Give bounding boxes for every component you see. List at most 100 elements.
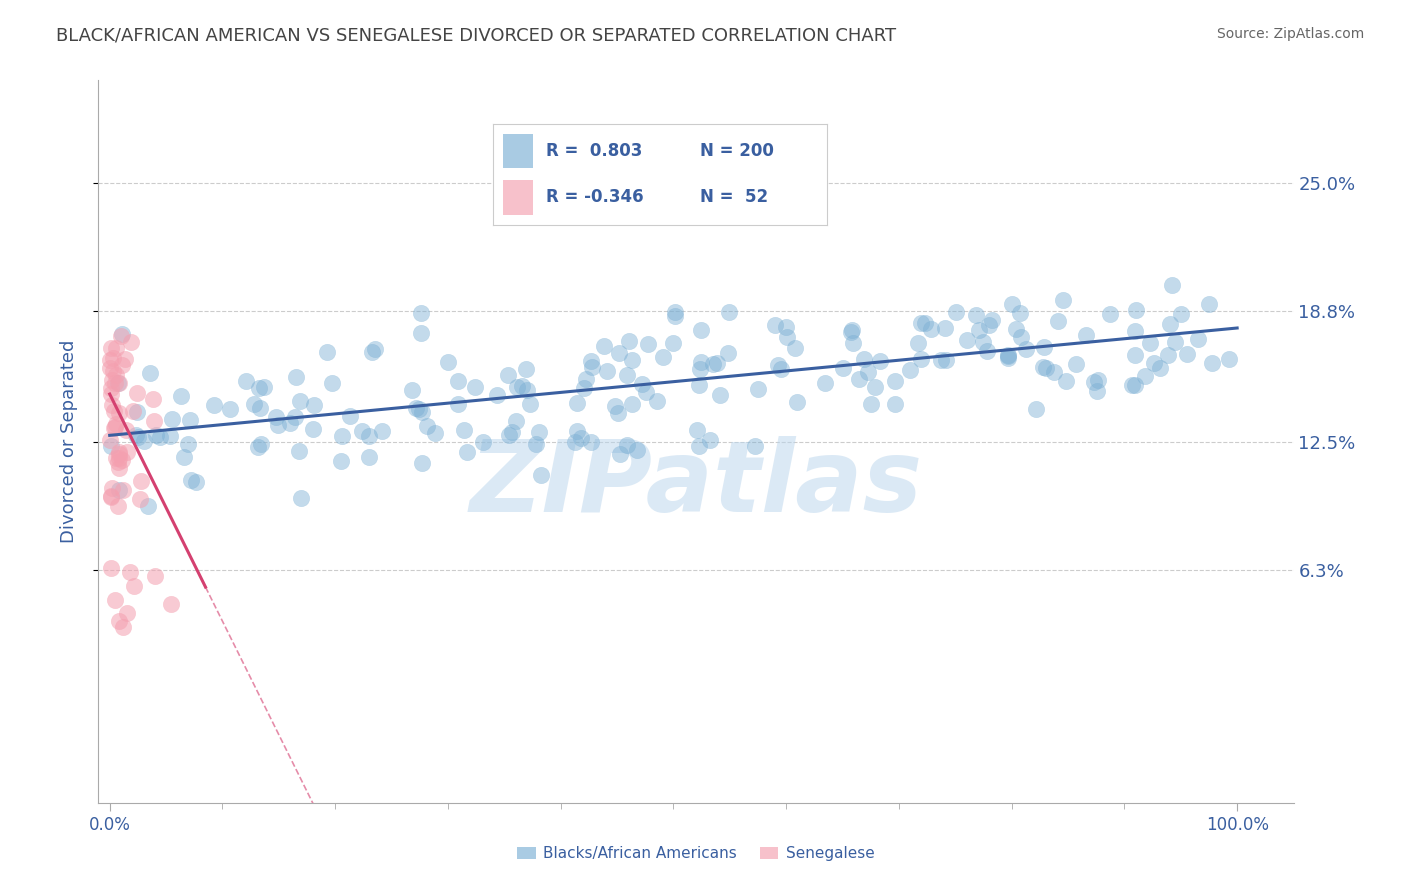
Point bbox=[690, 323, 713, 337]
Point bbox=[688, 439, 710, 453]
Point bbox=[564, 434, 586, 449]
Point bbox=[408, 402, 430, 417]
Point bbox=[706, 356, 728, 370]
Point bbox=[841, 323, 863, 337]
Point bbox=[616, 368, 638, 383]
Point bbox=[1198, 297, 1220, 311]
Point bbox=[122, 403, 145, 417]
Point bbox=[127, 430, 149, 444]
Point bbox=[107, 376, 129, 390]
Point bbox=[997, 349, 1019, 363]
Point bbox=[160, 597, 183, 611]
Point bbox=[124, 579, 146, 593]
Point bbox=[1159, 317, 1181, 331]
Point bbox=[267, 417, 290, 432]
Point bbox=[524, 437, 547, 451]
Point bbox=[246, 440, 269, 454]
Point bbox=[101, 351, 124, 365]
Point bbox=[107, 455, 129, 469]
Point bbox=[371, 424, 394, 438]
Point bbox=[945, 305, 967, 319]
Point bbox=[142, 414, 165, 428]
Point bbox=[143, 569, 166, 583]
Point bbox=[1001, 297, 1024, 311]
Point bbox=[1143, 356, 1166, 370]
Text: BLACK/AFRICAN AMERICAN VS SENEGALESE DIVORCED OR SEPARATED CORRELATION CHART: BLACK/AFRICAN AMERICAN VS SENEGALESE DIV… bbox=[56, 27, 897, 45]
Point bbox=[709, 388, 731, 402]
Point bbox=[1187, 333, 1209, 347]
Point bbox=[264, 410, 287, 425]
Point bbox=[104, 417, 127, 432]
Point bbox=[100, 439, 122, 453]
Point bbox=[1123, 347, 1146, 361]
Point bbox=[180, 473, 202, 487]
Point bbox=[607, 406, 630, 420]
Point bbox=[609, 346, 631, 360]
Point bbox=[401, 383, 423, 397]
Point bbox=[527, 425, 550, 439]
Point bbox=[98, 433, 121, 447]
Point bbox=[243, 397, 266, 411]
Point bbox=[104, 593, 127, 607]
Point bbox=[662, 335, 685, 350]
Point bbox=[100, 490, 122, 504]
Point bbox=[321, 376, 343, 390]
Point bbox=[910, 316, 932, 330]
Point bbox=[112, 483, 135, 498]
Point bbox=[914, 316, 936, 330]
Point bbox=[593, 339, 616, 353]
Point bbox=[839, 325, 862, 339]
Point bbox=[581, 360, 603, 375]
Point bbox=[702, 357, 724, 371]
Point bbox=[1121, 378, 1143, 392]
Point bbox=[516, 384, 538, 398]
Point bbox=[814, 376, 837, 390]
Point bbox=[997, 351, 1019, 365]
Point bbox=[637, 337, 659, 351]
Point bbox=[364, 342, 387, 356]
Point bbox=[290, 393, 312, 408]
Point bbox=[115, 424, 138, 438]
Point bbox=[1139, 336, 1161, 351]
Point bbox=[1064, 357, 1087, 371]
Point bbox=[1164, 334, 1187, 349]
Point bbox=[118, 565, 141, 579]
Point bbox=[972, 335, 994, 350]
Point bbox=[139, 366, 162, 380]
Legend: Blacks/African Americans, Senegalese: Blacks/African Americans, Senegalese bbox=[512, 840, 880, 867]
Point bbox=[776, 330, 799, 344]
Point bbox=[856, 365, 879, 379]
Point bbox=[129, 491, 152, 506]
Point bbox=[115, 445, 138, 459]
Point bbox=[664, 310, 686, 324]
Point bbox=[786, 394, 808, 409]
Point bbox=[202, 398, 225, 412]
Point bbox=[980, 312, 1002, 326]
Point bbox=[290, 491, 312, 505]
Point bbox=[506, 380, 529, 394]
Point bbox=[107, 376, 129, 391]
Point bbox=[149, 430, 172, 444]
Point bbox=[496, 368, 519, 383]
Point bbox=[129, 474, 152, 488]
Point bbox=[125, 405, 148, 419]
Point bbox=[253, 379, 276, 393]
Point bbox=[572, 381, 595, 395]
Point bbox=[852, 352, 875, 367]
Point bbox=[142, 392, 165, 406]
Point bbox=[110, 359, 132, 373]
Point bbox=[498, 427, 520, 442]
Point bbox=[107, 614, 129, 628]
Point bbox=[359, 429, 381, 443]
Point bbox=[1083, 376, 1105, 390]
Point bbox=[747, 382, 769, 396]
Point bbox=[569, 431, 592, 445]
Point bbox=[501, 425, 523, 439]
Point bbox=[626, 443, 648, 458]
Point bbox=[485, 388, 508, 402]
Point bbox=[105, 341, 128, 355]
Point bbox=[766, 359, 789, 373]
Point bbox=[107, 406, 129, 420]
Point bbox=[302, 398, 325, 412]
Point bbox=[278, 416, 301, 430]
